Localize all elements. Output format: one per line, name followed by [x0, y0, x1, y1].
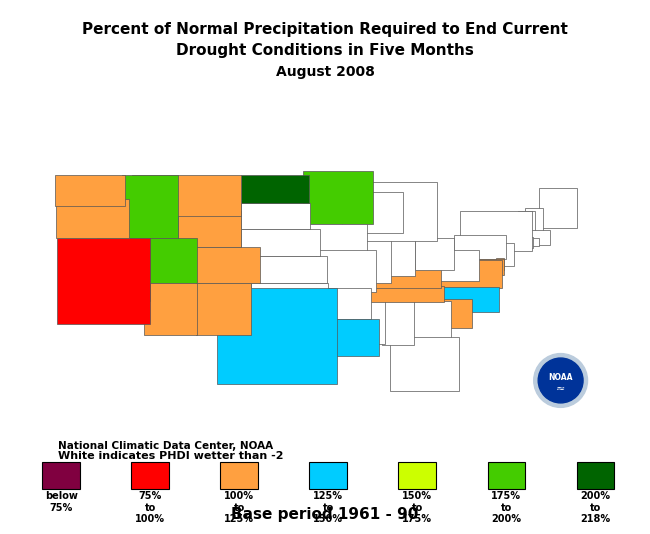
Text: August 2008: August 2008 — [276, 65, 374, 79]
Bar — [196, 283, 251, 334]
Bar — [365, 182, 437, 240]
Bar — [133, 175, 240, 216]
Bar — [327, 287, 371, 319]
Text: White indicates PHDI wetter than -2: White indicates PHDI wetter than -2 — [58, 451, 284, 461]
Bar — [217, 287, 337, 384]
Bar — [525, 208, 543, 232]
Bar — [415, 238, 454, 270]
Bar — [497, 258, 504, 270]
Bar — [539, 188, 577, 228]
Bar — [353, 301, 385, 344]
Bar — [57, 238, 150, 324]
Bar — [316, 250, 376, 292]
Bar — [435, 250, 479, 281]
Bar — [55, 175, 125, 206]
Bar — [382, 301, 414, 345]
Text: Drought Conditions in Five Months: Drought Conditions in Five Months — [176, 43, 474, 58]
Text: ≈: ≈ — [556, 384, 566, 394]
Text: 100%
to
125%: 100% to 125% — [224, 491, 254, 524]
Bar — [56, 199, 129, 238]
Bar — [428, 299, 472, 328]
Bar — [385, 240, 415, 276]
Bar — [144, 283, 196, 334]
Bar — [355, 233, 391, 283]
Bar — [517, 230, 550, 245]
Text: 200%
to
218%: 200% to 218% — [580, 491, 610, 524]
Bar — [342, 192, 402, 233]
Circle shape — [534, 354, 588, 407]
Text: 125%
to
150%: 125% to 150% — [313, 491, 343, 524]
Bar — [196, 247, 260, 283]
Text: NOAA: NOAA — [549, 373, 573, 382]
Bar — [518, 211, 536, 232]
Text: below
75%: below 75% — [45, 491, 77, 513]
Circle shape — [538, 358, 583, 403]
Bar — [122, 175, 177, 238]
Bar — [240, 229, 320, 256]
Bar — [532, 238, 539, 246]
Bar — [515, 237, 532, 248]
Text: Percent of Normal Precipitation Required to End Current: Percent of Normal Precipitation Required… — [82, 22, 568, 37]
Bar — [499, 244, 514, 266]
Bar — [420, 287, 499, 312]
Bar — [365, 286, 444, 302]
Bar — [177, 211, 240, 247]
Bar — [309, 224, 367, 252]
Text: 175%
to
200%: 175% to 200% — [491, 491, 521, 524]
Bar — [463, 258, 504, 275]
Text: National Climatic Data Center, NOAA: National Climatic Data Center, NOAA — [58, 441, 274, 451]
Bar — [97, 238, 150, 301]
Text: 75%
to
100%: 75% to 100% — [135, 491, 165, 524]
Bar — [259, 256, 327, 283]
Bar — [150, 238, 196, 283]
Bar — [372, 264, 441, 287]
Bar — [408, 301, 451, 343]
Bar — [251, 283, 328, 310]
Bar — [240, 175, 309, 202]
Bar — [425, 261, 502, 287]
Bar — [240, 202, 310, 229]
Bar — [303, 171, 372, 224]
Text: Base period 1961 - 90: Base period 1961 - 90 — [231, 507, 419, 522]
Bar — [454, 235, 506, 258]
Bar — [460, 211, 532, 252]
Text: 150%
to
175%: 150% to 175% — [402, 491, 432, 524]
Bar — [332, 319, 379, 356]
Bar — [390, 337, 458, 390]
